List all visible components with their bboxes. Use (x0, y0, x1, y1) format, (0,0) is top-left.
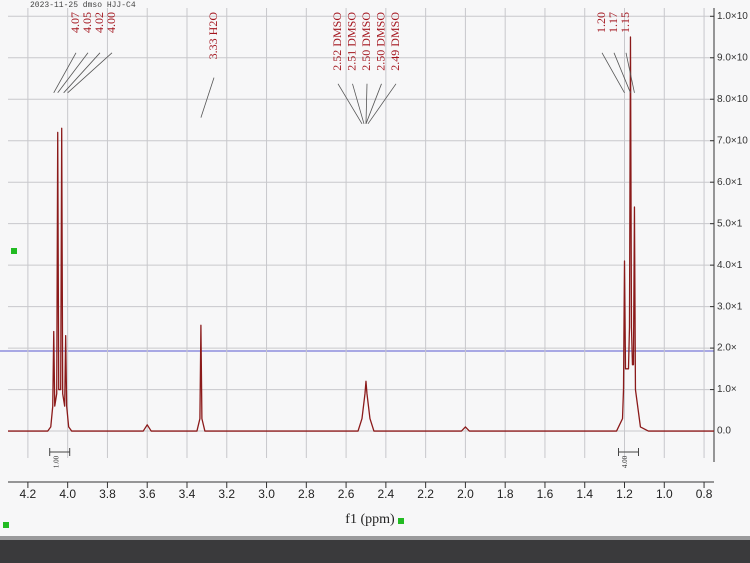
y-tick-label: 8.0×10 (717, 94, 748, 105)
peak-label: 1.20 (594, 12, 608, 33)
screen (0, 0, 750, 540)
x-tick-label: 2.6 (338, 487, 355, 501)
handle (11, 248, 17, 254)
peak-label: 2.49 DMSO (388, 12, 402, 71)
peak-leader (625, 52, 635, 93)
x-tick-label: 4.2 (20, 487, 37, 501)
y-tick-label: 3.0×1 (717, 301, 743, 312)
x-tick-label: 1.2 (616, 487, 633, 501)
x-tick-label: 0.8 (696, 487, 713, 501)
x-tick-label: 2.8 (298, 487, 315, 501)
handle (3, 522, 9, 528)
peak-leader (601, 52, 625, 93)
y-tick-label: 2.0× (717, 343, 737, 354)
x-tick-label: 1.6 (537, 487, 554, 501)
peak-label: 2.50 DMSO (373, 12, 387, 71)
screen-bezel (0, 540, 750, 563)
chart-title: 2023-11-25 dmso HJJ-C4 (30, 1, 136, 10)
x-tick-label: 3.0 (258, 487, 275, 501)
y-tick-label: 7.0×10 (717, 135, 748, 146)
y-tick-label: 1.0× (717, 384, 737, 395)
peak-label: 4.05 (80, 12, 94, 33)
peak-leader (352, 83, 365, 124)
integral-label: 1.00 (52, 455, 60, 468)
spectrum-line (8, 36, 714, 432)
x-tick-label: 2.4 (378, 487, 395, 501)
x-tick-label: 3.8 (99, 487, 116, 501)
y-tick-label: 1.0×10 (717, 11, 748, 22)
x-axis-label: f1 (ppm) (345, 512, 395, 527)
y-tick-label: 4.0×1 (717, 260, 743, 271)
y-tick-label: 6.0×1 (717, 177, 743, 188)
integral-label: 4.00 (621, 455, 629, 468)
x-tick-label: 3.2 (218, 487, 235, 501)
peak-leader (67, 52, 113, 94)
x-tick-label: 1.8 (497, 487, 514, 501)
peak-leader (365, 83, 382, 124)
peak-leader (613, 52, 631, 93)
peak-label: 1.17 (606, 12, 620, 33)
peak-leader (367, 83, 397, 125)
peak-label: 2.52 DMSO (330, 12, 344, 71)
peak-label: 4.02 (92, 12, 106, 33)
screen-edge (0, 536, 750, 540)
peak-leader (63, 52, 101, 94)
x-tick-label: 4.0 (59, 487, 76, 501)
x-tick-label: 2.0 (457, 487, 474, 501)
y-tick-label: 9.0×10 (717, 52, 748, 63)
x-tick-label: 3.6 (139, 487, 156, 501)
y-tick-label: 0.0 (717, 426, 731, 437)
peak-leader (57, 52, 89, 94)
peak-label: 2.51 DMSO (344, 12, 358, 71)
grid (8, 8, 714, 458)
peak-label: 4.07 (68, 12, 82, 33)
peak-leader (200, 77, 215, 118)
peak-leader (365, 83, 368, 124)
x-tick-label: 1.4 (576, 487, 593, 501)
y-tick-label: 5.0×1 (717, 218, 743, 229)
peak-label: 2.50 DMSO (359, 12, 373, 71)
peak-label: 3.33 H2O (206, 12, 220, 60)
handle (398, 518, 404, 524)
peak-leader (337, 83, 363, 125)
x-tick-label: 1.0 (656, 487, 673, 501)
x-tick-label: 3.4 (179, 487, 196, 501)
peak-label: 4.00 (104, 12, 118, 33)
x-tick-label: 2.2 (417, 487, 434, 501)
peak-label: 1.15 (618, 12, 632, 33)
peak-leader (53, 52, 77, 93)
